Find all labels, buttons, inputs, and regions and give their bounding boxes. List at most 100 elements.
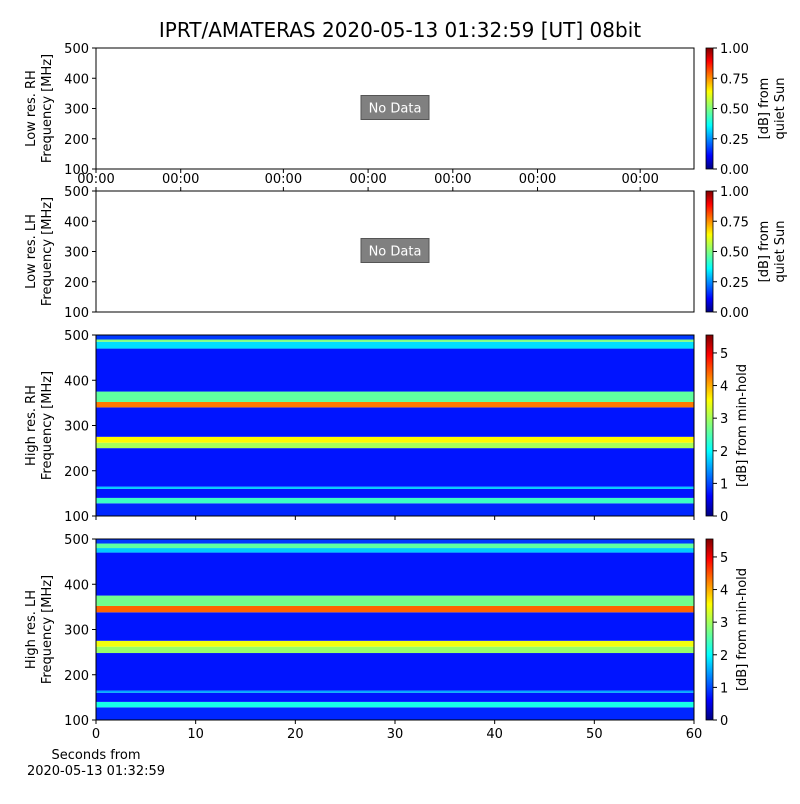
heatmap-band [96,653,694,691]
annotation-box [360,95,430,120]
y-tick-label: 100 [64,714,89,729]
y-tick-label: 300 [64,103,89,118]
heatmap-band [96,692,694,702]
y-tick-label: 200 [64,276,89,291]
heatmap-band [96,335,694,340]
y-tick-label: 500 [64,329,89,344]
x-axis-label: Seconds from [51,748,140,763]
x-tick-label: 00:00 [162,172,199,187]
x-tick-label: 00:00 [265,172,302,187]
x-tick-label: 60 [686,727,703,742]
heatmap-band [96,407,694,437]
x-tick-label: 0 [92,727,100,742]
colorbar [705,47,714,170]
y-axis-label: Frequency [MHz] [40,54,55,163]
colorbar-tick-label: 0.75 [720,72,749,87]
colorbar [705,334,714,517]
heatmap-band [96,339,694,342]
colorbar-tick-label: 1.00 [720,185,749,200]
y-tick-label: 400 [64,72,89,87]
x-tick-label: 00:00 [77,172,114,187]
heatmap-band [96,486,694,489]
heatmap-band [96,707,694,720]
colorbar-tick-label: 5 [720,551,728,566]
colorbar-label: [dB] from [757,78,772,140]
y-tick-label: 300 [64,624,89,639]
y-tick-label: 100 [64,306,89,321]
y-tick-label: 300 [64,246,89,261]
heatmap-band [96,612,694,641]
heatmap-band [96,543,694,549]
y-tick-label: 100 [64,163,89,178]
colorbar-tick-label: 4 [720,380,728,395]
y-axis-label: High res. LH [24,590,39,669]
x-tick-label: 50 [586,727,603,742]
x-tick-label: 20 [287,727,304,742]
y-tick-label: 200 [64,669,89,684]
colorbar-tick-label: 0 [720,714,728,729]
heatmap-band [96,690,694,693]
y-axis-label: Low res. RH [24,70,39,147]
y-tick-label: 200 [64,133,89,148]
heatmap-band [96,548,694,553]
colorbar-tick-label: 2 [720,649,728,664]
x-tick-label: 00:00 [434,172,471,187]
x-tick-label: 00:00 [519,172,556,187]
y-axis-label: Frequency [MHz] [40,197,55,306]
heatmap-band [96,640,694,647]
y-tick-label: 100 [64,510,89,525]
x-tick-label: 00:00 [621,172,658,187]
chart-title: IPRT/AMATERAS 2020-05-13 01:32:59 [UT] 0… [159,18,641,42]
y-tick-label: 400 [64,374,89,389]
heatmap-band [96,391,694,402]
y-tick-label: 400 [64,215,89,230]
colorbar-tick-label: 1.00 [720,42,749,57]
colorbar-tick-label: 0 [720,510,728,525]
heatmap-band [96,401,694,408]
colorbar-tick-label: 3 [720,412,728,427]
colorbar-label: [dB] from [757,221,772,283]
annotation: No Data [369,245,422,260]
heatmap-band [96,442,694,449]
y-tick-label: 500 [64,533,89,548]
heatmap-band [96,605,694,613]
colorbar-tick-label: 0.75 [720,215,749,230]
heatmap-band [96,503,694,516]
y-axis-label: High res. RH [24,385,39,466]
y-axis-label: Frequency [MHz] [40,575,55,684]
colorbar-tick-label: 0.00 [720,306,749,321]
y-tick-label: 200 [64,465,89,480]
colorbar-tick-label: 0.50 [720,246,749,261]
heatmap-band [96,552,694,596]
heatmap-band [96,448,694,487]
colorbar-tick-label: 1 [720,477,728,492]
colorbar-label: quiet Sun [773,220,788,282]
heatmap-band [96,595,694,606]
heatmap-band [96,497,694,504]
x-axis-label: 2020-05-13 01:32:59 [27,764,165,779]
x-tick-label: 40 [486,727,503,742]
x-tick-label: 00:00 [349,172,386,187]
heatmap-band [96,701,694,708]
y-tick-label: 400 [64,578,89,593]
heatmap-band [96,341,694,349]
colorbar-tick-label: 3 [720,616,728,631]
x-tick-label: 30 [387,727,404,742]
colorbar-tick-label: 0.25 [720,276,749,291]
colorbar-tick-label: 0.50 [720,103,749,118]
y-tick-label: 300 [64,420,89,435]
colorbar-tick-label: 5 [720,347,728,362]
heatmap-band [96,348,694,392]
annotation-box [360,238,430,263]
heatmap-band [96,436,694,443]
annotation: No Data [369,102,422,117]
y-tick-label: 500 [64,42,89,57]
colorbar-tick-label: 4 [720,584,728,599]
colorbar [705,190,714,313]
colorbar-tick-label: 0.00 [720,163,749,178]
colorbar-tick-label: 2 [720,445,728,460]
y-axis-label: Frequency [MHz] [40,371,55,480]
colorbar-tick-label: 1 [720,681,728,696]
heatmap-band [96,646,694,654]
